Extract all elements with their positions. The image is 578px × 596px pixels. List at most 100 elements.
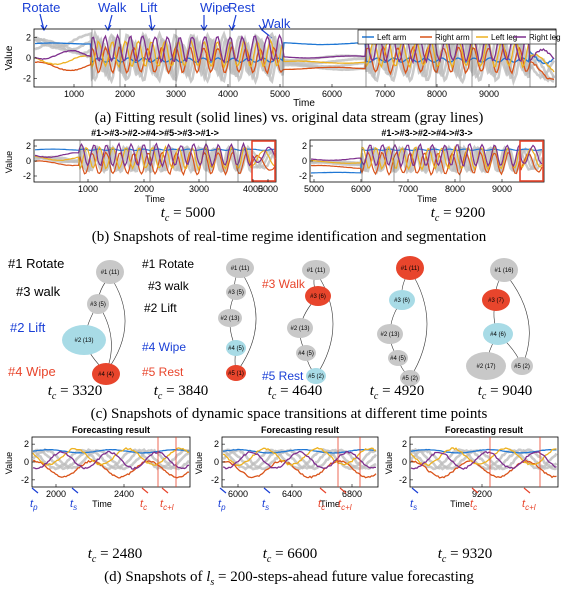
panel-a-ytick: 2: [26, 32, 31, 42]
state-node-label: #4 (5): [390, 356, 406, 362]
panel-b-xlabel: Time: [417, 194, 437, 204]
regime-arrow: [39, 13, 45, 31]
state-node: [400, 370, 420, 386]
forecast-line-0: [222, 448, 377, 454]
panel-b-chart: #1->#3->#2->#4->#5->#3->#1-> 2 0 -2 1000 2000…: [4, 128, 545, 204]
series-line-3: [311, 142, 543, 169]
state-node: [388, 350, 408, 366]
regime-arrowhead: [228, 24, 236, 32]
regime-name: #4 Wipe: [142, 340, 186, 354]
raw-data-line: [222, 447, 377, 471]
regime-name: #5 Rest: [262, 369, 304, 383]
panel-d-caption: (d) Snapshots of ls = 200-steps-ahead fu…: [104, 569, 474, 588]
state-node: [96, 260, 124, 284]
state-node: [396, 256, 424, 280]
panel-b-ytick: 0: [26, 156, 31, 166]
panel-d-xtick: 2000: [46, 489, 66, 499]
marker-arrow: [523, 487, 531, 494]
panel-d-ytick: 0: [24, 457, 29, 467]
panel-d-xlabel: Time: [92, 499, 112, 509]
state-node: [87, 294, 109, 314]
regime-label: Rotate: [22, 0, 60, 15]
state-node-label: #1 (11): [307, 268, 326, 274]
state-node: [306, 368, 326, 384]
forecast-line-1: [222, 459, 377, 479]
forecast-title: Forecasting result: [261, 425, 339, 435]
tc-value: 4920: [394, 383, 425, 399]
state-node-label: #5 (2): [308, 374, 324, 380]
forecast-line-1: [32, 459, 190, 479]
tc-value: 5000: [185, 205, 216, 221]
forecast-title: Forecasting result: [72, 425, 150, 435]
regime-name: #3 Walk: [262, 277, 306, 291]
panel-a-xlabel: Time: [293, 98, 315, 109]
time-marker: ts: [70, 498, 77, 512]
regime-name: #3 walk: [16, 284, 61, 299]
state-node-label: #2 (13): [74, 338, 93, 344]
regime-arrow: [231, 14, 237, 31]
time-marker-subscript: c+l: [163, 503, 174, 512]
state-node-label: #2 (13): [290, 326, 309, 332]
time-marker-subscript: p: [220, 503, 226, 512]
state-node-label: #4 (6): [490, 332, 506, 338]
state-node-label: #3 (6): [310, 294, 326, 300]
panel-b-xtick: 9000: [492, 184, 512, 194]
regime-name: #2 Lift: [10, 320, 46, 335]
panel-a-xtick: 7000: [375, 89, 395, 99]
series-line-2: [310, 145, 543, 171]
regime-label: Wipe: [200, 0, 230, 15]
regime-arrowhead: [258, 24, 266, 32]
segmentation-title: #1->#3->#2->#4->#3->: [381, 128, 472, 138]
panel-a-xtick: 6000: [322, 89, 342, 99]
regime-label: Walk: [262, 16, 291, 31]
regime-arrow: [107, 14, 113, 31]
regime-arrowhead: [148, 24, 156, 32]
state-node-label: #3 (5): [228, 290, 244, 296]
marker-arrow: [319, 487, 327, 494]
panel-b-xtick: 8000: [445, 184, 465, 194]
panel-d-xtick: 9200: [472, 489, 492, 499]
tc-value: 2480: [112, 546, 143, 562]
time-marker: tc: [470, 498, 477, 512]
state-node-label: #4 (5): [298, 351, 314, 357]
panel-d-xtick: 6800: [342, 489, 362, 499]
tc-value: 3840: [178, 383, 209, 399]
panel-b-left-tc: tc = 5000: [160, 205, 216, 224]
time-marker: tp: [218, 498, 226, 512]
forecast-line-3: [32, 450, 190, 470]
panel-c-tc-4640: tc = 4640: [267, 383, 323, 402]
panel-b-xtick: 5000: [304, 184, 324, 194]
time-marker: tp: [30, 498, 38, 512]
marker-arrow: [31, 487, 39, 494]
panel-d-xtick: 6400: [282, 489, 302, 499]
panel-d-ylabel: Value: [194, 452, 204, 474]
raw-data-line: [410, 447, 558, 471]
time-marker-subscript: s: [265, 503, 269, 512]
panel-d-ytick: 0: [402, 457, 407, 467]
panel-d-xtick: 6000: [228, 489, 248, 499]
marker-arrow: [161, 487, 169, 494]
state-node: [305, 286, 331, 306]
panel-d-ytick: 0: [214, 457, 219, 467]
time-marker: tc+l: [522, 498, 536, 512]
panel-d-caption-suffix: -steps-ahead future value forecasting: [252, 569, 474, 585]
legend-entry: Right leg: [529, 33, 561, 42]
state-node-label: #5 (1): [228, 371, 244, 377]
legend-entry: Left leg: [491, 33, 517, 42]
panel-a-xtick: 5000: [270, 89, 290, 99]
state-node-label: #2 (13): [380, 332, 399, 338]
time-marker: tc: [318, 498, 325, 512]
tc-value: 9200: [455, 205, 486, 221]
tc-value: 3320: [72, 383, 103, 399]
forecast-line-0: [32, 448, 190, 454]
regime-arrow: [149, 14, 153, 31]
time-marker-subscript: c+l: [525, 503, 536, 512]
state-node: [287, 318, 313, 338]
panel-d-tc-9320: tc = 9320: [437, 546, 493, 565]
panel-a-xtick: 8000: [427, 89, 447, 99]
forecast-line-2: [222, 447, 377, 467]
transition-edge: [503, 271, 530, 367]
state-node: [389, 290, 415, 310]
marker-arrow: [263, 487, 271, 494]
panel-a-xtick: 1000: [64, 89, 84, 99]
